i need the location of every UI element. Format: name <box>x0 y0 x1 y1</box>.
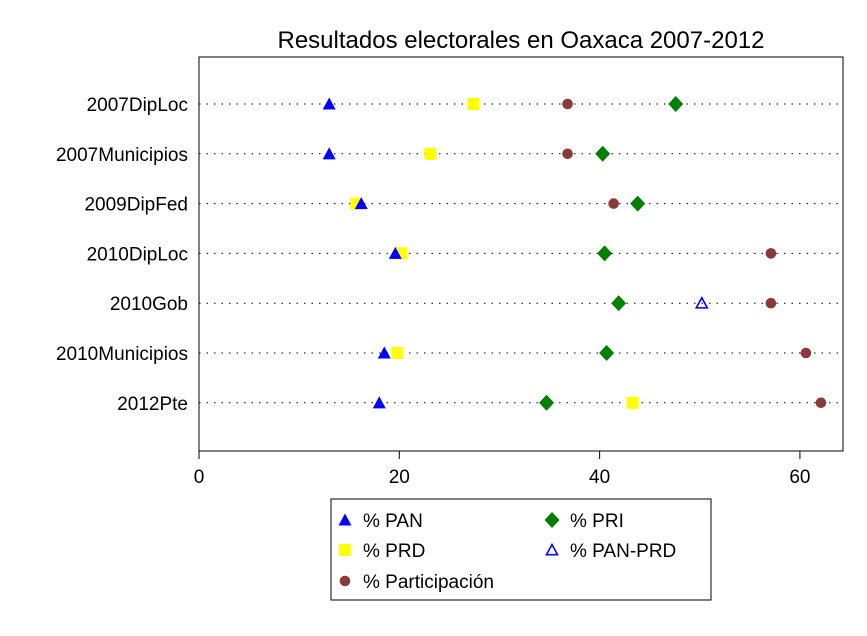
category-label: 2010Gob <box>110 294 188 315</box>
chart-title: Resultados electorales en Oaxaca 2007-20… <box>278 27 765 54</box>
x-tick-label: 20 <box>389 467 410 488</box>
legend-box <box>330 498 712 601</box>
data-point-pri <box>630 195 646 212</box>
data-point-pan <box>388 246 402 259</box>
data-point-prd <box>391 347 404 359</box>
category-label: 2009DipFed <box>84 195 188 216</box>
legend-label: % PAN-PRD <box>570 541 676 562</box>
data-point-prd <box>467 98 480 110</box>
category-label: 2007Municipios <box>56 145 188 166</box>
data-point-pan <box>322 97 336 110</box>
data-point-participaci-n <box>608 198 619 209</box>
x-tick-label: 60 <box>789 467 810 488</box>
legend-marker <box>339 575 351 587</box>
data-point-pri <box>597 245 613 262</box>
data-point-participaci-n <box>800 347 812 359</box>
data-point-pri <box>599 345 615 361</box>
data-point-pan <box>322 147 336 160</box>
data-point-prd <box>626 396 639 409</box>
data-point-participaci-n <box>815 397 827 409</box>
data-point-pri <box>668 96 684 112</box>
data-point-prd <box>424 147 437 160</box>
legend-marker <box>545 542 559 556</box>
legend-marker <box>544 512 560 528</box>
legend-marker <box>339 544 351 556</box>
data-point-pri <box>595 145 611 162</box>
legend-label: % Participación <box>363 572 494 593</box>
data-point-participaci-n <box>562 98 573 110</box>
x-tick-label: 0 <box>194 467 205 488</box>
data-point-participaci-n <box>562 148 573 160</box>
x-tick-label: 40 <box>589 467 610 488</box>
data-point-pan <box>372 396 386 409</box>
category-label: 2010DipLoc <box>87 244 188 265</box>
legend-marker <box>338 513 352 526</box>
data-point-pan-prd <box>694 296 709 309</box>
legend-label: % PRD <box>363 541 425 562</box>
category-label: 2012Pte <box>117 394 188 415</box>
legend-label: % PRI <box>570 511 624 532</box>
category-label: 2007DipLoc <box>87 95 188 116</box>
data-point-participaci-n <box>765 248 777 259</box>
data-point-pri <box>539 394 555 411</box>
legend-label: % PAN <box>363 511 423 532</box>
data-point-participaci-n <box>765 297 777 309</box>
data-point-pan <box>377 346 391 359</box>
data-point-pri <box>611 295 627 312</box>
category-label: 2010Municipios <box>56 344 188 365</box>
plot-frame <box>198 56 844 452</box>
data-point-pan <box>354 197 368 210</box>
